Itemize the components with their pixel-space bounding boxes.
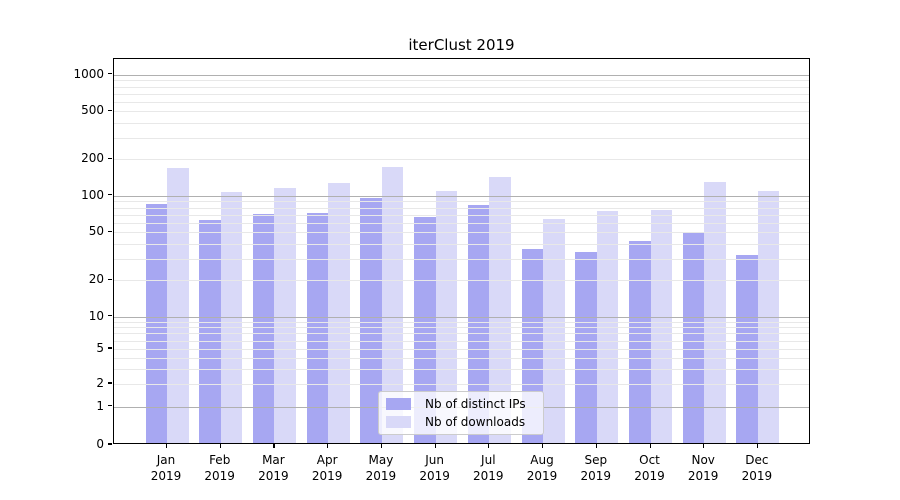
gridline-minor-700 [114, 93, 809, 95]
gridline-minor-70 [114, 214, 809, 216]
y-tick-mark-10 [108, 315, 112, 317]
gridline-minor-4 [114, 357, 809, 359]
x-tick-label-jun-2019: Jun 2019 [419, 453, 450, 483]
bar-downloads-nov [704, 182, 726, 443]
y-tick-label-5: 5 [96, 341, 104, 355]
x-tick-mark-jun [434, 444, 436, 448]
gridline-minor-3 [114, 368, 809, 370]
gridline-minor-40 [114, 244, 809, 245]
gridline-minor-30 [114, 259, 809, 261]
gridline-major-10 [114, 316, 809, 318]
x-tick-label-jan-2019: Jan 2019 [150, 453, 182, 483]
gridline-minor-400 [114, 122, 809, 124]
x-tick-label-oct-2019: Oct 2019 [634, 453, 665, 483]
y-tick-label-50: 50 [88, 224, 104, 239]
x-tick-label-may-2019: May 2019 [365, 453, 397, 483]
y-tick-mark-2 [108, 382, 112, 384]
gridline-minor-300 [114, 138, 809, 140]
x-tick-mark-may [380, 444, 383, 448]
y-tick-mark-5 [108, 347, 112, 349]
x-tick-mark-feb [219, 444, 221, 448]
y-tick-label-2: 2 [96, 376, 104, 390]
chart-title: iterClust 2019 [408, 36, 515, 54]
bar-distinct-ips-sep [575, 252, 597, 443]
bar-distinct-ips-nov [682, 232, 705, 443]
gridline-minor-2 [114, 384, 809, 385]
y-tick-mark-0 [108, 443, 112, 445]
gridline-minor-900 [114, 80, 809, 82]
bar-downloads-jul [489, 176, 511, 443]
gridline-minor-800 [114, 86, 809, 88]
y-tick-label-1: 1 [96, 398, 104, 413]
bar-downloads-sep [596, 211, 619, 443]
bar-distinct-ips-jan [145, 204, 167, 443]
x-tick-mark-jan [166, 444, 168, 448]
x-tick-mark-oct [649, 444, 651, 448]
y-tick-mark-20 [108, 278, 112, 280]
gridline-minor-90 [114, 201, 809, 203]
y-tick-label-0: 0 [96, 437, 104, 451]
x-tick-mark-dec [756, 444, 759, 448]
gridline-minor-200 [114, 159, 809, 161]
x-tick-label-apr-2019: Apr 2019 [311, 453, 343, 483]
legend-item-downloads: Nb of downloads [386, 414, 535, 430]
bar-downloads-jan [167, 167, 189, 443]
bar-distinct-ips-oct [629, 240, 651, 443]
x-tick-label-sep-2019: Sep 2019 [580, 453, 612, 483]
gridline-minor-500 [114, 111, 809, 113]
gridline-minor-600 [114, 101, 809, 103]
legend-label-downloads: Nb of downloads [425, 415, 526, 429]
x-tick-label-dec-2019: Dec 2019 [741, 453, 773, 483]
x-tick-label-feb-2019: Feb 2019 [204, 453, 235, 483]
y-tick-mark-200 [108, 157, 112, 159]
legend-swatch-downloads [386, 416, 411, 428]
y-tick-label-200: 200 [81, 151, 104, 166]
x-tick-mark-jul [488, 444, 490, 448]
x-tick-label-nov-2019: Nov 2019 [687, 453, 719, 483]
gridline-minor-6 [114, 340, 809, 342]
legend-label-distinct-ips: Nb of distinct IPs [425, 397, 526, 411]
x-tick-mark-sep [595, 444, 597, 448]
x-tick-label-aug-2019: Aug 2019 [526, 453, 558, 483]
y-tick-mark-1000 [108, 73, 112, 75]
y-tick-label-10: 10 [88, 308, 104, 323]
y-tick-mark-1 [108, 405, 112, 407]
x-tick-label-mar-2019: Mar 2019 [258, 453, 289, 483]
x-tick-mark-apr [327, 444, 329, 448]
y-tick-mark-500 [108, 109, 112, 111]
y-tick-label-100: 100 [81, 187, 104, 202]
y-tick-label-20: 20 [88, 272, 104, 287]
bar-distinct-ips-jun [414, 217, 436, 443]
gridline-minor-7 [114, 333, 809, 335]
gridline-minor-9 [114, 321, 809, 323]
bar-distinct-ips-feb [199, 219, 221, 443]
y-tick-label-1000: 1000 [73, 66, 104, 81]
gridline-minor-20 [114, 280, 809, 282]
legend: Nb of distinct IPs Nb of downloads [378, 391, 544, 435]
gridline-minor-60 [114, 222, 809, 224]
bar-distinct-ips-jul [467, 204, 490, 443]
gridline-major-100 [114, 195, 809, 197]
gridline-minor-5 [114, 349, 809, 350]
x-tick-label-jul-2019: Jul 2019 [473, 453, 504, 483]
y-tick-label-500: 500 [81, 103, 104, 118]
y-tick-mark-50 [108, 230, 112, 232]
x-tick-mark-nov [703, 444, 705, 448]
x-tick-mark-mar [273, 444, 275, 448]
x-tick-mark-aug [542, 444, 544, 448]
bar-downloads-aug [543, 218, 565, 443]
legend-swatch-distinct-ips [386, 398, 411, 410]
bar-downloads-apr [328, 182, 350, 443]
bar-distinct-ips-mar [252, 214, 275, 443]
plot-area [113, 58, 810, 444]
bar-downloads-mar [274, 188, 296, 443]
gridline-major-1000 [114, 74, 809, 76]
gridline-minor-50 [114, 232, 809, 234]
y-tick-mark-100 [108, 194, 112, 196]
gridline-minor-80 [114, 207, 809, 209]
bar-downloads-may [381, 166, 404, 443]
legend-item-distinct-ips: Nb of distinct IPs [386, 396, 535, 412]
gridline-minor-8 [114, 327, 809, 329]
